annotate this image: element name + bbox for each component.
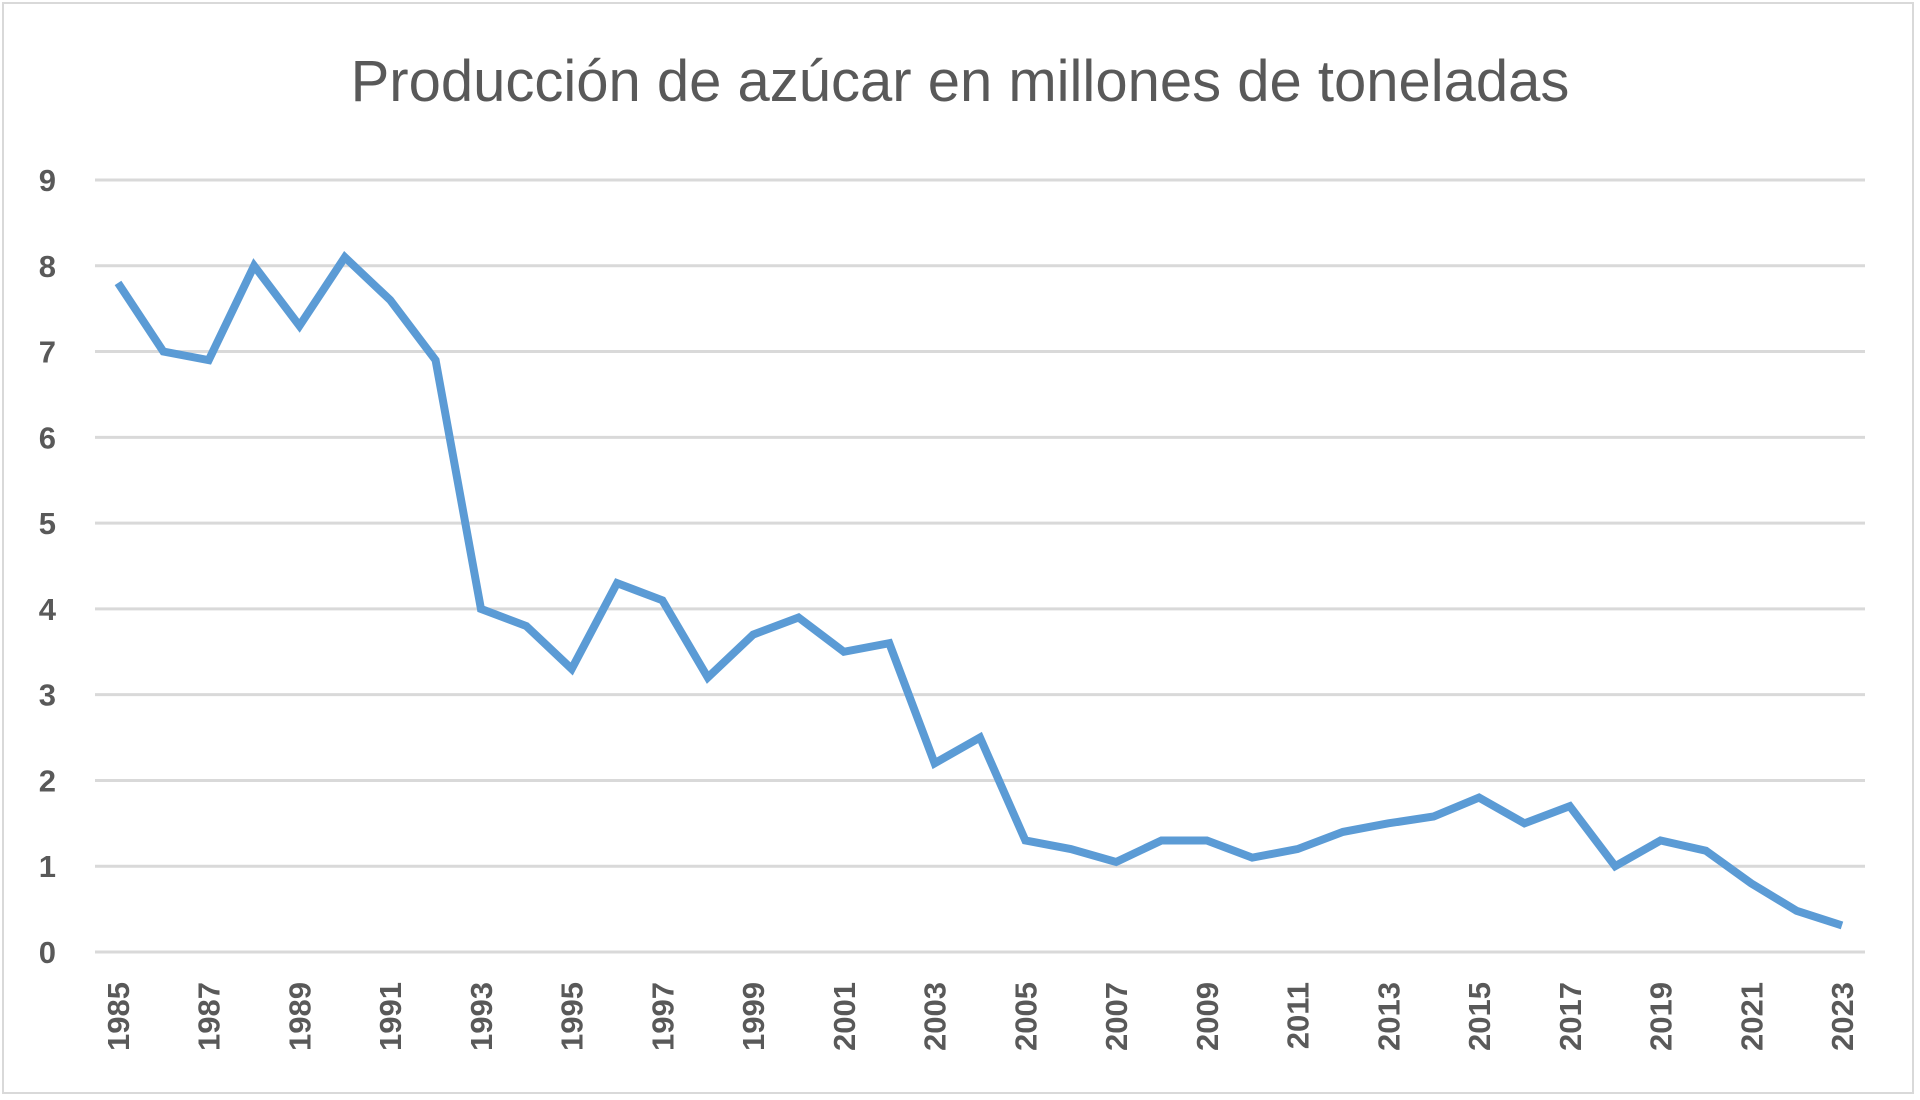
series-line-0 [114, 251, 1844, 930]
x-tick-label: 2019 [1644, 982, 1679, 1051]
y-axis-tick-labels: 0 1 2 3 4 5 6 7 8 9 [39, 163, 57, 970]
chart-title: Producción de azúcar en millones de tone… [351, 49, 1570, 114]
x-tick-label: 1997 [645, 982, 680, 1051]
y-tick-label: 4 [39, 592, 57, 627]
x-tick-label: 2001 [827, 982, 862, 1051]
x-tick-label: 2011 [1281, 982, 1316, 1049]
y-tick-label: 3 [39, 678, 56, 713]
y-tick-label: 5 [39, 506, 56, 541]
x-tick-label: 2005 [1008, 982, 1043, 1051]
x-tick-label: 2015 [1462, 982, 1497, 1051]
x-tick-label: 2009 [1190, 982, 1225, 1051]
x-tick-label: 2007 [1099, 982, 1134, 1051]
x-tick-label: 2021 [1734, 982, 1769, 1051]
x-tick-label: 1999 [736, 982, 771, 1051]
x-tick-label: 1989 [282, 982, 317, 1051]
x-tick-label: 1993 [464, 982, 499, 1051]
y-tick-label: 0 [39, 935, 56, 970]
x-tick-label: 2023 [1825, 982, 1860, 1051]
x-tick-label: 1991 [373, 982, 408, 1051]
x-tick-label: 1987 [192, 982, 227, 1051]
y-tick-label: 6 [39, 420, 56, 455]
x-tick-label: 1995 [555, 982, 590, 1051]
x-tick-label: 2017 [1553, 982, 1588, 1051]
y-tick-label: 7 [39, 335, 56, 370]
y-tick-label: 9 [39, 163, 56, 198]
series-layer [114, 251, 1844, 930]
y-tick-label: 8 [39, 249, 56, 284]
x-tick-label: 1985 [101, 982, 136, 1051]
x-tick-label: 2013 [1371, 982, 1406, 1051]
x-axis-tick-labels: 1985 1987 1989 1991 1993 1995 1997 1999 2001 2003… [101, 982, 1860, 1051]
gridlines [95, 178, 1865, 954]
x-tick-label: 2003 [918, 982, 953, 1051]
y-tick-label: 2 [39, 763, 56, 798]
y-tick-label: 1 [39, 849, 56, 884]
